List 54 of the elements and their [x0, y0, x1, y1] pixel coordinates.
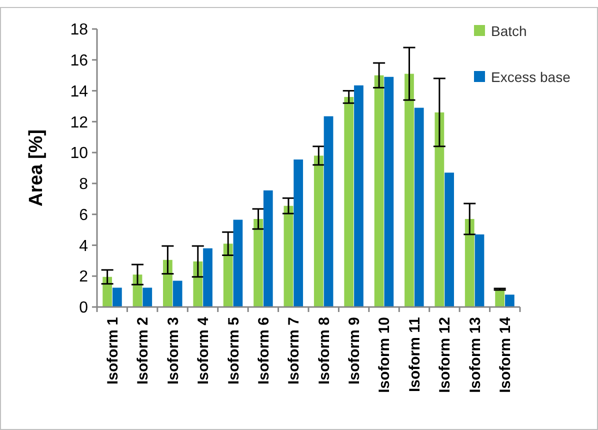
- bar: [112, 288, 122, 307]
- x-tick-label: Isoform 3: [164, 317, 182, 385]
- bar: [314, 156, 324, 307]
- legend-label: Excess base: [491, 68, 571, 85]
- bar: [384, 76, 394, 307]
- bar: [233, 220, 243, 307]
- bar: [203, 248, 212, 307]
- x-tick-label: Isoform 12: [436, 317, 454, 393]
- x-tick-label: Isoform 2: [134, 317, 152, 385]
- y-tick-label: 0: [79, 300, 88, 317]
- y-axis-title: Area [%]: [26, 129, 47, 207]
- bar: [434, 112, 444, 307]
- y-tick-label: 16: [70, 52, 88, 70]
- x-tick-label: Isoform 7: [286, 317, 303, 385]
- y-tick-label: 14: [70, 83, 88, 100]
- bar: [223, 244, 233, 307]
- y-tick-label: 6: [79, 206, 88, 224]
- bar: [284, 206, 294, 307]
- bar: [254, 218, 263, 307]
- x-tick-label: Isoform 4: [195, 316, 212, 385]
- x-tick-label: Isoform 6: [255, 317, 272, 385]
- x-tick-label: Isoform 9: [346, 317, 364, 385]
- x-tick-label: Isoform 13: [466, 317, 484, 393]
- y-tick-label: 18: [70, 22, 88, 39]
- x-tick-label: Isoform 11: [406, 317, 424, 392]
- x-tick-label: Isoform 10: [376, 317, 394, 393]
- x-tick-label: Isoform 8: [316, 317, 333, 385]
- legend-label: Batch: [491, 22, 527, 39]
- y-tick-label: 4: [79, 238, 88, 255]
- bar: [374, 75, 384, 307]
- bar: [172, 280, 182, 307]
- bar: [102, 276, 112, 307]
- bar: [464, 218, 474, 307]
- bar: [444, 172, 454, 307]
- bar: [193, 261, 203, 307]
- x-tick-label: Isoform 5: [225, 317, 242, 385]
- y-tick-label: 12: [70, 114, 88, 132]
- y-tick-label: 2: [79, 268, 88, 286]
- x-tick-label: Isoform 14: [497, 316, 514, 393]
- bar: [505, 294, 514, 307]
- y-tick-label: 10: [70, 145, 88, 162]
- bar: [324, 116, 334, 307]
- x-tick-label: Isoform 1: [104, 317, 122, 385]
- bar: [414, 108, 424, 307]
- bar: [344, 96, 354, 307]
- bar: [495, 289, 505, 307]
- bar: [163, 260, 172, 307]
- bar: [294, 160, 304, 307]
- bar: [474, 234, 484, 307]
- bar: [404, 74, 414, 307]
- bar: [142, 288, 152, 307]
- bar: [263, 190, 273, 307]
- y-tick-label: 8: [79, 176, 88, 194]
- bar: [354, 85, 364, 307]
